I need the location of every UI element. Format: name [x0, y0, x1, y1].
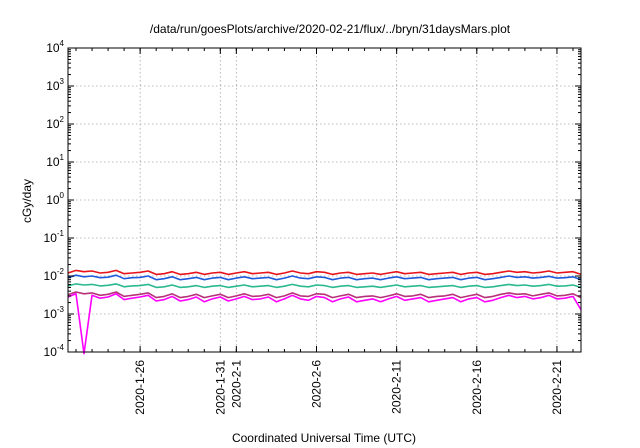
x-tick-label: 2020-2-21 [550, 360, 564, 415]
series-line-4 [67, 291, 582, 299]
x-tick-label: 2020-2-1 [229, 360, 243, 408]
x-tick-label: 2020-1-31 [213, 360, 227, 415]
plot-area-frame [67, 47, 582, 353]
y-tick-label: 10-2 [44, 267, 65, 283]
y-tick-label: 10-3 [44, 305, 65, 321]
series-line-2 [67, 274, 582, 281]
x-tick-label: 2020-2-16 [470, 360, 484, 415]
x-tick-label: 2020-2-6 [309, 360, 323, 408]
y-axis-label: cGy/day [20, 179, 34, 223]
y-tick-label: 100 [46, 191, 64, 207]
series-line-1 [67, 269, 582, 276]
y-tick-label: 103 [46, 77, 64, 93]
chart-title: /data/run/goesPlots/archive/2020-02-21/f… [150, 22, 511, 36]
y-tick-label: 10-4 [44, 343, 65, 359]
series-line-3 [67, 283, 582, 289]
series-line-5 [67, 292, 582, 355]
y-tick-label: 102 [46, 115, 64, 131]
y-tick-label: 10-1 [44, 229, 65, 245]
x-tick-label: 2020-1-26 [133, 360, 147, 415]
y-tick-label: 101 [46, 153, 64, 169]
grid-lines [68, 48, 581, 352]
axis-ticks: 10-4 10-3 10-2 10-1 100 101 102 103 104 2020-1-26… [44, 39, 581, 415]
data-series-group [67, 269, 582, 355]
x-tick-label: 2020-2-11 [390, 360, 404, 414]
x-axis-label: Coordinated Universal Time (UTC) [232, 431, 416, 445]
y-tick-label: 104 [46, 39, 64, 55]
